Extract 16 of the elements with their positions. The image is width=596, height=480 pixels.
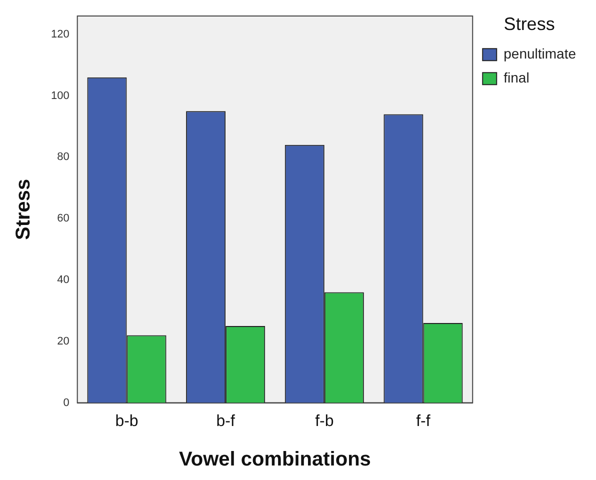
x-tick-label: b-f (216, 412, 236, 430)
legend-title: Stress (504, 14, 555, 34)
y-tick-label: 20 (57, 335, 70, 348)
legend-label: penultimate (504, 45, 576, 62)
x-tick-label: b-b (115, 412, 138, 430)
legend-label: final (504, 69, 530, 86)
y-tick-label: 100 (50, 90, 70, 102)
x-tick-label: f-b (315, 412, 334, 430)
y-tick-label: 120 (50, 28, 70, 40)
y-tick-label: 80 (57, 151, 70, 164)
x-axis-title: Vowel combinations (179, 448, 371, 471)
y-axis-title: Stress (12, 178, 35, 240)
y-tick-label: 60 (57, 212, 70, 225)
y-tick-label: 40 (57, 274, 70, 286)
x-tick-label: f-f (416, 412, 431, 430)
y-tick-label: 0 (63, 396, 70, 409)
